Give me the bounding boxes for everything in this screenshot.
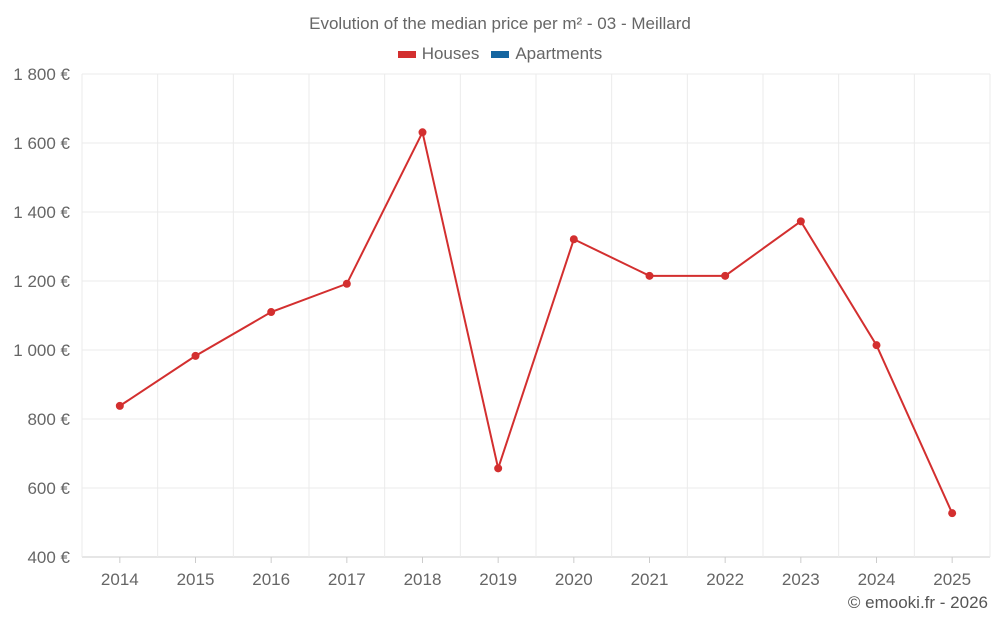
x-tick-label: 2025 (933, 570, 971, 589)
x-tick-label: 2014 (101, 570, 139, 589)
y-tick-label: 1 800 € (13, 65, 70, 84)
series-line-houses (119, 129, 954, 514)
y-tick-label: 1 600 € (13, 134, 70, 153)
legend-swatch-apartments (491, 50, 510, 58)
y-tick-label: 800 € (27, 410, 70, 429)
data-point (494, 464, 503, 473)
data-point (872, 341, 881, 350)
legend-item-houses[interactable]: Houses (397, 44, 480, 64)
x-tick-label: 2021 (631, 570, 669, 589)
data-point (645, 271, 654, 280)
legend-swatch-houses (397, 50, 416, 58)
x-tick-label: 2018 (404, 570, 442, 589)
data-point (569, 235, 578, 244)
chart-title: Evolution of the median price per m² - 0… (309, 14, 691, 33)
y-tick-label: 1 000 € (13, 341, 70, 360)
credit-text: © emooki.fr - 2026 (847, 593, 988, 612)
x-tick-label: 2016 (252, 570, 290, 589)
x-tick-label: 2022 (706, 570, 744, 589)
legend: Houses Apartments (0, 44, 1000, 64)
x-tick-label: 2024 (858, 570, 896, 589)
legend-label-houses: Houses (421, 44, 480, 63)
y-tick-label: 400 € (27, 548, 70, 567)
data-point (948, 509, 957, 518)
y-tick-label: 1 200 € (13, 272, 70, 291)
data-point (267, 308, 276, 317)
y-tick-label: 1 400 € (13, 203, 70, 222)
legend-label-apartments: Apartments (515, 44, 603, 63)
x-tick-label: 2023 (782, 570, 820, 589)
legend-item-apartments[interactable]: Apartments (491, 44, 602, 64)
y-tick-label: 600 € (27, 479, 70, 498)
data-point (721, 271, 730, 280)
data-point (796, 217, 805, 226)
data-point (418, 128, 427, 137)
x-tick-label: 2020 (555, 570, 593, 589)
data-point (342, 279, 351, 288)
data-point (115, 401, 124, 410)
x-tick-label: 2019 (479, 570, 517, 589)
data-point (191, 351, 200, 360)
x-tick-label: 2017 (328, 570, 366, 589)
x-tick-label: 2015 (177, 570, 215, 589)
